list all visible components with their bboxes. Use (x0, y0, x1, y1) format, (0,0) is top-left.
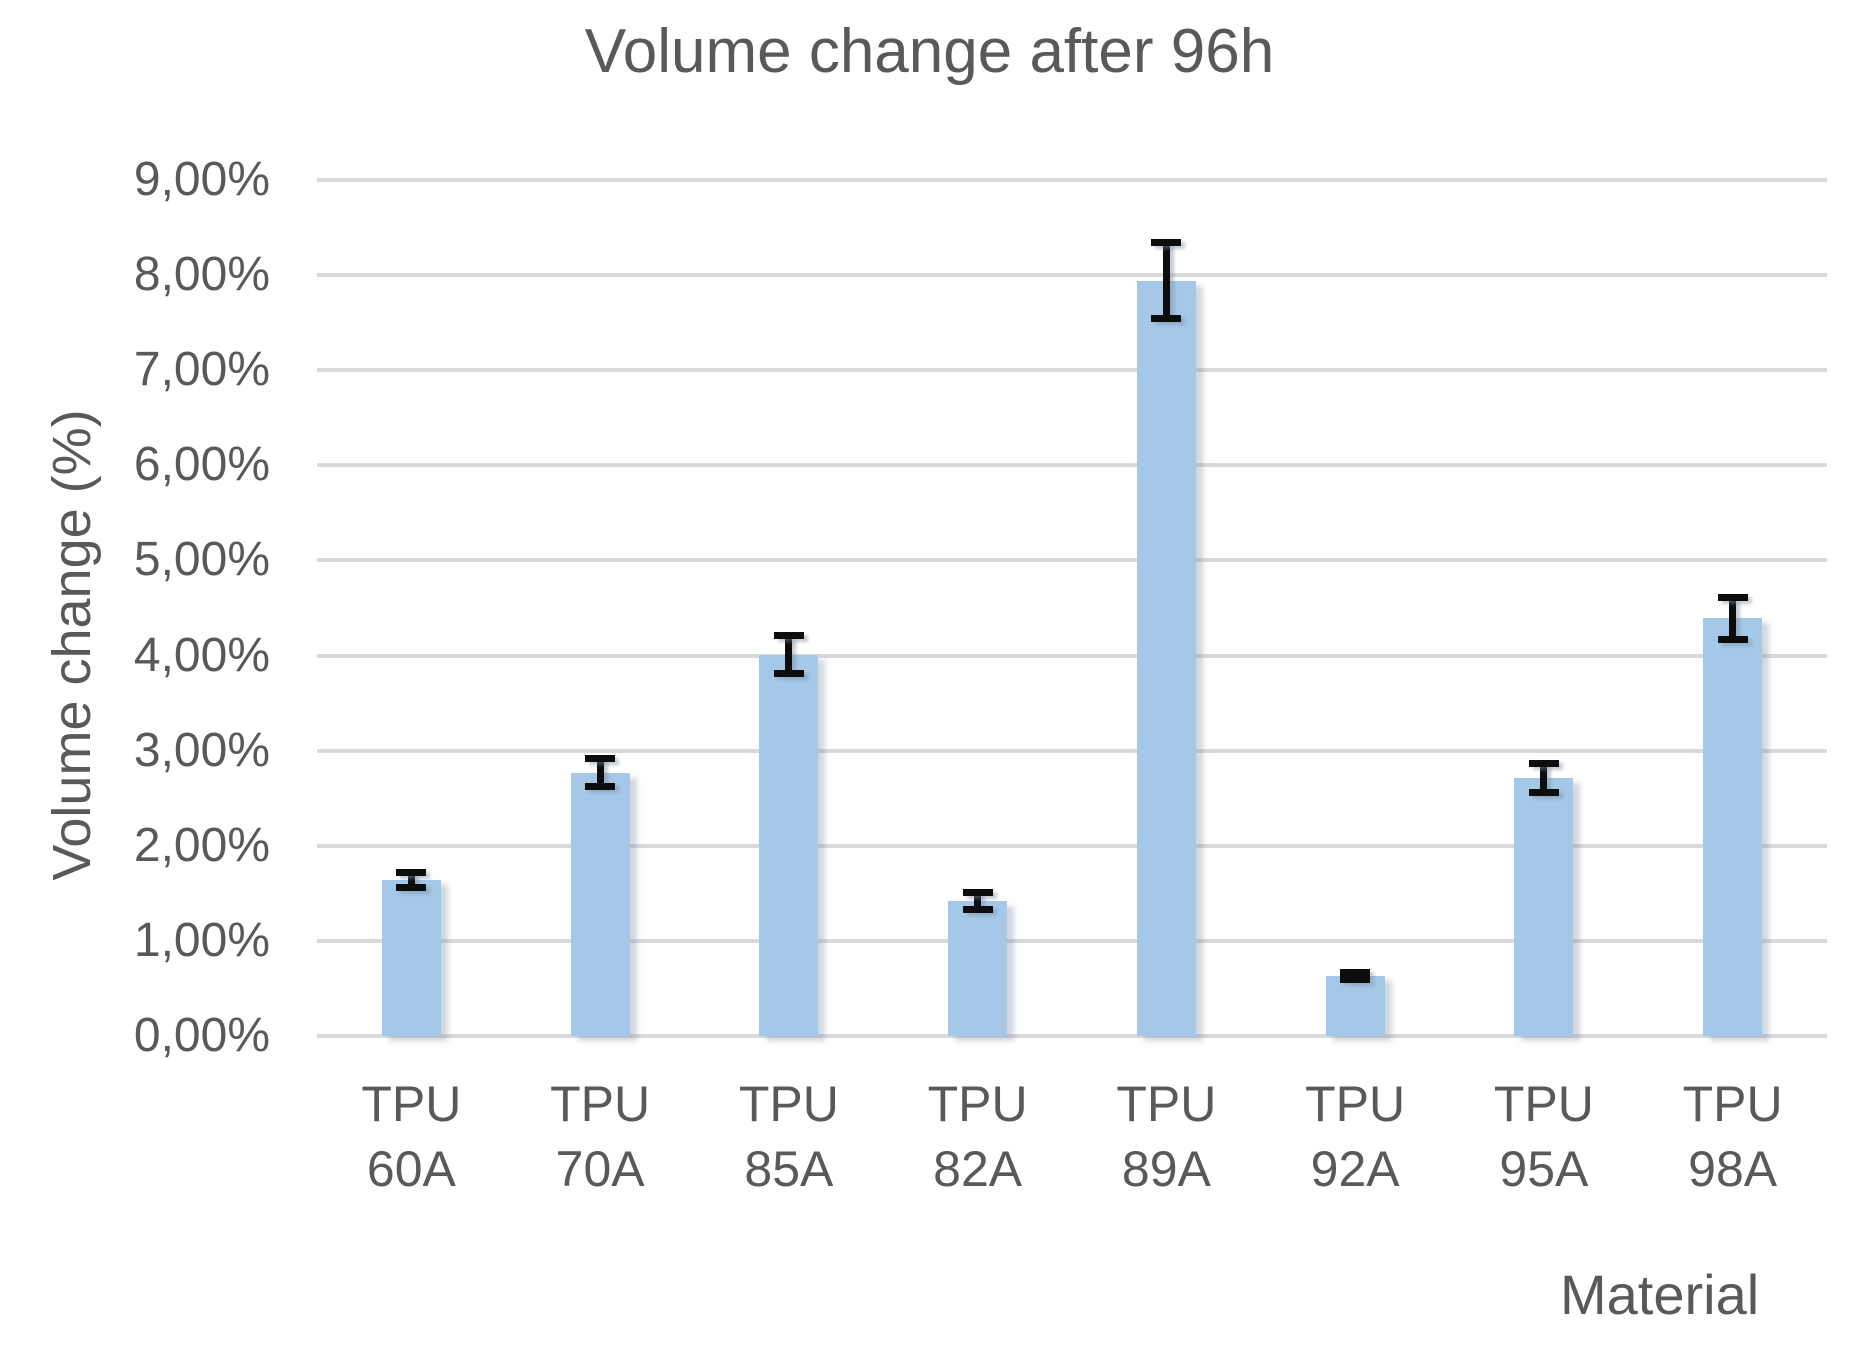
bar-tpu-85a (759, 654, 819, 1036)
error-bar-top-cap (1340, 968, 1371, 976)
gridline (317, 368, 1827, 373)
gridline (317, 558, 1827, 563)
x-tick-label: TPU 82A (927, 1076, 1028, 1197)
error-bar-line (1351, 972, 1359, 980)
y-tick-label: 1,00% (133, 913, 270, 967)
error-bar-bottom-cap (773, 670, 804, 678)
error-bar-bottom-cap (1151, 315, 1182, 323)
error-bar-top-cap (1528, 760, 1559, 768)
error-bar-bottom-cap (962, 906, 993, 913)
gridline (317, 938, 1827, 943)
bar-tpu-82a (948, 900, 1008, 1036)
error-bar-line (1729, 597, 1737, 640)
error-bar-bottom-cap (1528, 789, 1559, 796)
x-tick-label: TPU 89A (1116, 1076, 1217, 1197)
gridline (317, 463, 1827, 468)
bar-tpu-70a (570, 772, 630, 1036)
x-tick-label: TPU 98A (1682, 1076, 1783, 1197)
bar-tpu-60a (381, 880, 441, 1036)
x-tick-label: TPU 60A (361, 1076, 462, 1197)
y-tick-label: 5,00% (133, 533, 270, 587)
x-tick-label: TPU 85A (738, 1076, 839, 1197)
error-bar-bottom-cap (1340, 976, 1371, 984)
y-tick-label: 8,00% (133, 248, 270, 302)
error-bar-top-cap (962, 888, 993, 896)
bar-tpu-92a (1325, 976, 1385, 1036)
y-tick-label: 7,00% (133, 343, 270, 397)
y-tick-label: 4,00% (133, 628, 270, 682)
y-tick-label: 6,00% (133, 438, 270, 492)
error-bar-line (785, 635, 793, 674)
error-bar-line (1162, 242, 1170, 319)
y-tick-label: 9,00% (133, 153, 270, 206)
gridline (317, 748, 1827, 753)
bar-tpu-89a (1136, 280, 1196, 1036)
error-bar-line (407, 872, 415, 888)
x-axis-title: Material (1560, 1263, 1760, 1326)
error-bar-top-cap (396, 868, 427, 876)
gridline (317, 1034, 1827, 1038)
gridline (317, 178, 1827, 182)
error-bar-top-cap (1717, 594, 1748, 602)
chart-title: Volume change after 96h (584, 17, 1275, 86)
gridline (317, 653, 1827, 658)
error-bar-top-cap (1151, 239, 1182, 247)
x-tick-label: TPU 95A (1493, 1076, 1594, 1197)
error-bar-line (596, 758, 604, 787)
error-bar-top-cap (773, 632, 804, 640)
error-bar-line (974, 892, 982, 910)
y-tick-label: 0,00% (133, 1009, 270, 1062)
plot-area (317, 178, 1827, 1038)
error-bar-top-cap (585, 754, 616, 762)
x-tick-label: TPU 92A (1305, 1076, 1406, 1197)
error-bar-bottom-cap (396, 884, 427, 892)
y-tick-label: 3,00% (133, 723, 270, 777)
error-bar-line (1540, 763, 1548, 793)
bar-tpu-98a (1703, 618, 1763, 1036)
gridline (317, 843, 1827, 848)
x-tick-label: TPU 70A (550, 1076, 651, 1197)
gridline (317, 273, 1827, 278)
bar-tpu-95a (1514, 778, 1574, 1036)
y-tick-label: 2,00% (133, 818, 270, 872)
error-bar-bottom-cap (1717, 635, 1748, 643)
error-bar-bottom-cap (585, 783, 616, 791)
